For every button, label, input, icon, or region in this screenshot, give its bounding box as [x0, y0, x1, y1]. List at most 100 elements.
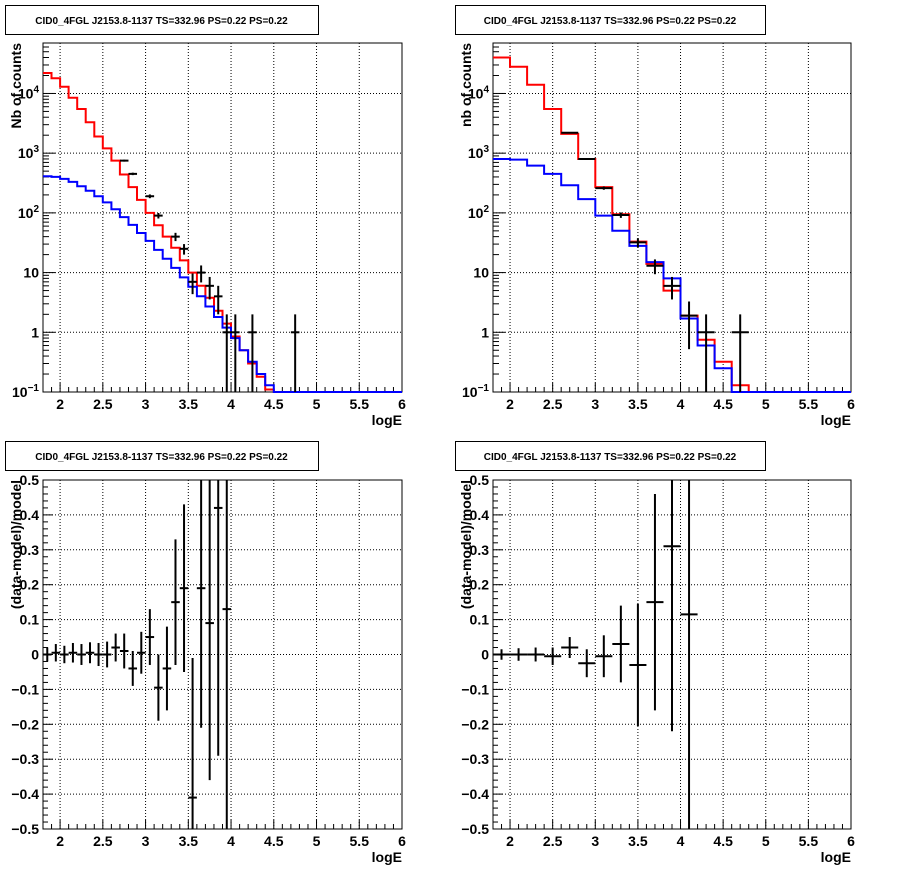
y-tick-label: 0.3 — [470, 542, 490, 558]
axis-ticks — [42, 42, 403, 393]
x-tick-label: 4 — [677, 833, 685, 849]
y-tick-label: 103 — [468, 144, 490, 161]
x-tick-label: 2 — [506, 833, 514, 849]
x-tick-label: 2 — [56, 396, 64, 412]
grid-lines — [43, 43, 402, 392]
y-tick-label: 0.2 — [470, 577, 490, 593]
y-axis-title: (data-model)/model — [458, 480, 474, 609]
y-tick-label: 103 — [18, 144, 40, 161]
y-axis-title: nb of counts — [458, 43, 474, 127]
y-tick-exponent: −1 — [478, 383, 490, 394]
y-axis-title: Nb of counts — [8, 43, 24, 129]
x-tick-label: 6 — [398, 396, 406, 412]
y-tick-label: 10−1 — [12, 383, 39, 400]
axis-ticks — [42, 479, 403, 830]
histogram-series-2 — [493, 158, 851, 393]
x-tick-label: 3.5 — [179, 396, 199, 412]
y-tick-exponent: 4 — [483, 84, 489, 95]
y-tick-label: −0.4 — [11, 786, 39, 802]
x-tick-label: 3 — [142, 396, 150, 412]
y-tick-exponent: 2 — [483, 204, 489, 215]
x-tick-label: 2 — [506, 396, 514, 412]
x-tick-label: 5 — [313, 833, 321, 849]
x-tick-label: 5.5 — [799, 396, 819, 412]
y-tick-label: 0 — [481, 647, 489, 663]
y-tick-label: −0.5 — [461, 821, 489, 837]
y-tick-label: 0.1 — [20, 612, 40, 628]
axis-ticks — [492, 42, 852, 393]
x-tick-label: 4.5 — [713, 396, 733, 412]
y-tick-label: −0.3 — [461, 751, 489, 767]
data-points — [561, 131, 749, 392]
chart-title: CID0_4FGL J2153.8-1137 TS=332.96 PS=0.22… — [35, 16, 288, 27]
x-tick-label: 3 — [591, 833, 599, 849]
y-tick-label: 102 — [468, 204, 490, 221]
data-points — [119, 159, 300, 392]
y-tick-label: 0.5 — [20, 472, 40, 488]
y-tick-label: 0.5 — [470, 472, 490, 488]
y-tick-label: 0.3 — [20, 542, 40, 558]
title-box — [5, 5, 319, 35]
x-tick-label: 5 — [762, 396, 770, 412]
y-tick-exponent: −1 — [28, 383, 40, 394]
x-axis-title: logE — [821, 849, 851, 865]
x-axis-title: logE — [372, 849, 402, 865]
chart-title: CID0_4FGL J2153.8-1137 TS=332.96 PS=0.22… — [35, 452, 288, 463]
title-box — [455, 5, 766, 35]
x-tick-label: 6 — [398, 833, 406, 849]
plot-frame — [42, 42, 403, 393]
x-tick-label: 3.5 — [628, 396, 648, 412]
y-tick-label: −0.5 — [11, 821, 39, 837]
x-tick-label: 3 — [591, 396, 599, 412]
y-tick-label: −0.2 — [461, 716, 489, 732]
grid-lines — [493, 43, 851, 392]
x-tick-label: 3.5 — [179, 833, 199, 849]
y-tick-exponent: 3 — [483, 144, 489, 155]
y-tick-label: 0.1 — [470, 612, 490, 628]
chart-panel-2: CID0_4FGL J2153.8-1137 TS=332.96 PS=0.22… — [455, 5, 855, 428]
histogram-series-1 — [43, 72, 402, 393]
y-tick-label: −0.1 — [11, 681, 39, 697]
x-tick-label: 5 — [762, 833, 770, 849]
histogram-series-2 — [43, 175, 402, 393]
plot-frame — [492, 42, 852, 393]
data-points — [493, 480, 698, 829]
x-tick-label: 4.5 — [264, 833, 284, 849]
y-tick-label: 10 — [473, 265, 489, 281]
y-tick-exponent: 4 — [33, 84, 39, 95]
y-tick-exponent: 2 — [33, 204, 39, 215]
chart-panel-1: CID0_4FGL J2153.8-1137 TS=332.96 PS=0.22… — [5, 5, 406, 428]
x-tick-label: 4 — [227, 396, 235, 412]
y-tick-label: 1 — [31, 324, 39, 340]
y-tick-label: 0 — [31, 647, 39, 663]
x-tick-label: 5.5 — [350, 396, 370, 412]
y-tick-label: 102 — [18, 204, 40, 221]
chart-panel-4: CID0_4FGL J2153.8-1137 TS=332.96 PS=0.22… — [455, 441, 855, 865]
y-tick-label: 10−1 — [462, 383, 489, 400]
x-tick-label: 2.5 — [543, 833, 563, 849]
x-tick-label: 2.5 — [543, 396, 563, 412]
x-tick-label: 5.5 — [350, 833, 370, 849]
y-tick-exponent: 3 — [33, 144, 39, 155]
y-tick-label: −0.3 — [11, 751, 39, 767]
x-tick-label: 5.5 — [799, 833, 819, 849]
y-tick-label: 0.4 — [470, 507, 490, 523]
title-box — [5, 441, 319, 471]
x-tick-label: 2.5 — [93, 833, 113, 849]
x-tick-label: 6 — [847, 833, 855, 849]
y-tick-label: −0.2 — [11, 716, 39, 732]
x-tick-label: 4.5 — [713, 833, 733, 849]
x-tick-label: 4.5 — [264, 396, 284, 412]
chart-title: CID0_4FGL J2153.8-1137 TS=332.96 PS=0.22… — [484, 16, 737, 27]
y-tick-label: 10 — [23, 265, 39, 281]
x-tick-label: 6 — [847, 396, 855, 412]
histogram-series-1 — [493, 56, 851, 393]
x-tick-label: 4 — [677, 396, 685, 412]
x-axis-title: logE — [372, 412, 402, 428]
y-tick-label: 1 — [481, 324, 489, 340]
x-tick-label: 2.5 — [93, 396, 113, 412]
y-tick-label: 0.4 — [20, 507, 40, 523]
data-points — [43, 480, 232, 829]
x-tick-label: 5 — [313, 396, 321, 412]
